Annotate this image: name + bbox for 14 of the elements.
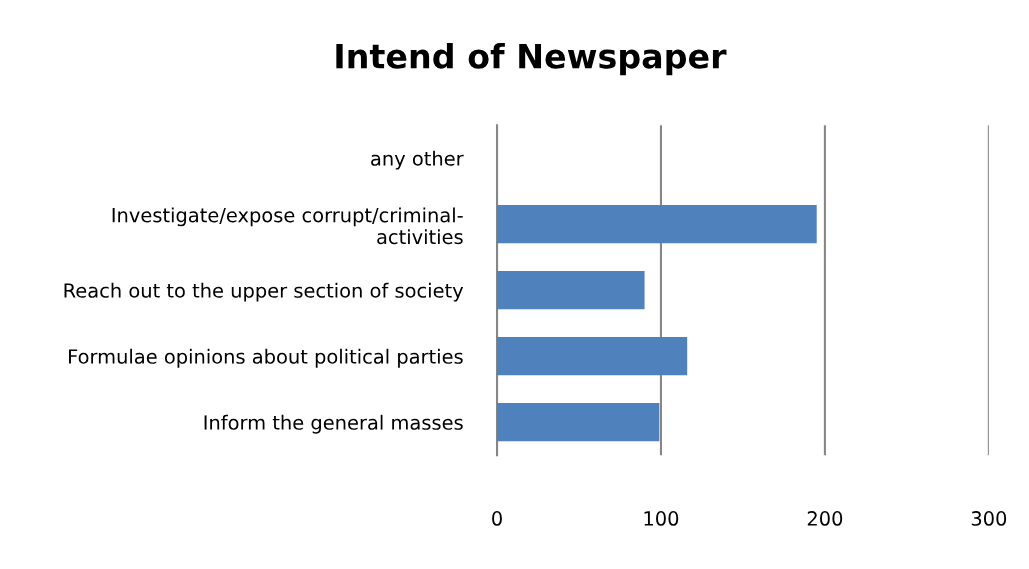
y-tick-label: Inform the general masses bbox=[204, 414, 463, 434]
bar bbox=[497, 205, 817, 244]
x-tick-label: 100 bbox=[644, 511, 679, 526]
y-tick-label: Formulae opinions about political parties bbox=[69, 348, 463, 368]
y-tick-label: any other bbox=[371, 150, 464, 170]
x-tick-label: 0 bbox=[492, 511, 502, 526]
x-tick-label: 300 bbox=[971, 511, 1007, 526]
bar bbox=[497, 271, 645, 310]
bar bbox=[497, 337, 688, 376]
x-tick-label: 200 bbox=[807, 511, 843, 526]
y-tick-label: Investigate/expose corrupt/criminal- activities bbox=[112, 207, 463, 245]
y-tick-label: Reach out to the upper section of society bbox=[64, 282, 464, 302]
bar bbox=[497, 403, 660, 442]
chart-title: Intend of Newspaper bbox=[336, 42, 727, 76]
